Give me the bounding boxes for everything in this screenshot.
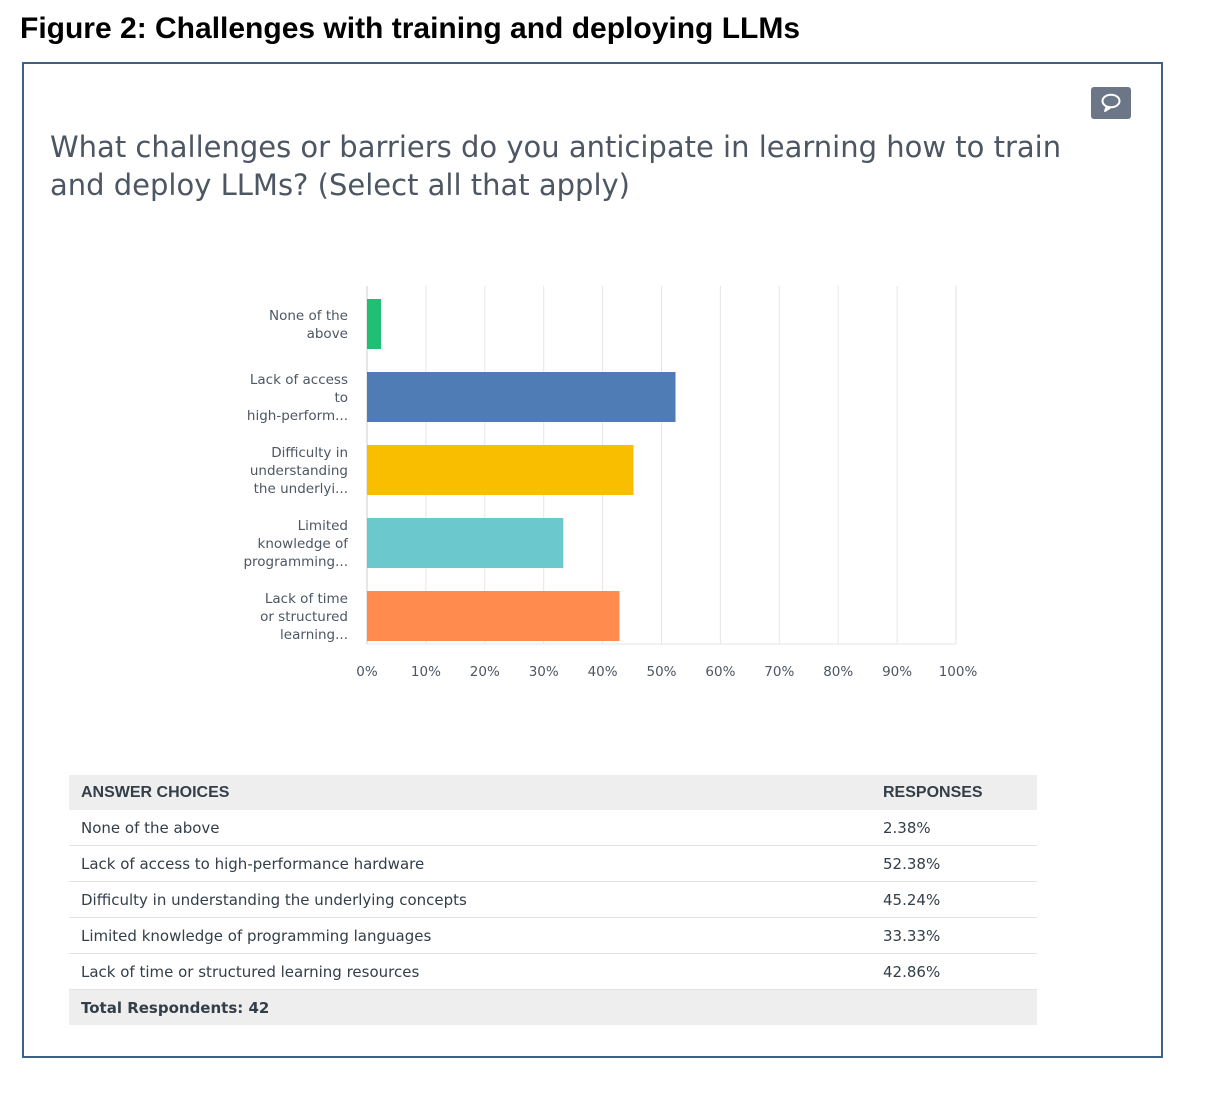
bar xyxy=(367,372,676,422)
x-tick-label: 80% xyxy=(823,664,853,680)
answer-choice: Limited knowledge of programming languag… xyxy=(69,917,871,954)
category-label: None of the above xyxy=(269,308,348,342)
x-tick-label: 100% xyxy=(939,664,978,680)
x-tick-label: 60% xyxy=(705,664,735,680)
x-tick-label: 70% xyxy=(764,664,794,680)
response-value: 45.24% xyxy=(871,881,1037,918)
x-tick-label: 40% xyxy=(588,664,618,680)
responses-table: ANSWER CHOICES RESPONSES None of the abo… xyxy=(69,775,1037,1025)
header-responses: RESPONSES xyxy=(871,775,1037,810)
total-empty-cell xyxy=(871,989,1037,1025)
header-answer-choices: ANSWER CHOICES xyxy=(69,775,871,810)
bar-chart: None of the above Lack of access to high-per… xyxy=(243,286,978,680)
bar xyxy=(367,445,634,495)
category-label: Lack of access to high-perform... xyxy=(247,372,348,424)
category-label: Difficulty in understanding the underlyi..… xyxy=(250,445,348,497)
bar xyxy=(367,591,620,641)
survey-panel: What challenges or barriers do you antic… xyxy=(22,62,1163,1058)
answer-choice: Lack of time or structured learning reso… xyxy=(69,953,871,990)
response-value: 42.86% xyxy=(871,953,1037,990)
x-tick-label: 20% xyxy=(470,664,500,680)
bar xyxy=(367,299,382,349)
response-value: 52.38% xyxy=(871,845,1037,882)
bar xyxy=(367,518,564,568)
table-row: Lack of access to high-performance hardw… xyxy=(69,845,1037,882)
answer-choice: Lack of access to high-performance hardw… xyxy=(69,845,871,882)
response-value: 33.33% xyxy=(871,917,1037,954)
figure-title: Figure 2: Challenges with training and d… xyxy=(20,12,801,45)
category-label: Limited knowledge of programming... xyxy=(243,518,349,570)
x-tick-label: 30% xyxy=(529,664,559,680)
x-tick-label: 10% xyxy=(411,664,441,680)
table-header-row: ANSWER CHOICES RESPONSES xyxy=(69,775,1037,810)
total-row: Total Respondents: 42 xyxy=(69,989,1037,1025)
answer-choice: Difficulty in understanding the underlyi… xyxy=(69,881,871,918)
table-row: Difficulty in understanding the underlyi… xyxy=(69,881,1037,918)
table-row: Limited knowledge of programming languag… xyxy=(69,917,1037,954)
category-label: Lack of time or structured learning... xyxy=(260,591,348,643)
answer-choice: None of the above xyxy=(69,810,871,846)
x-tick-label: 90% xyxy=(882,664,912,680)
x-tick-label: 50% xyxy=(646,664,676,680)
comment-button[interactable] xyxy=(1091,87,1131,119)
total-respondents: Total Respondents: 42 xyxy=(69,989,871,1025)
table-row: Lack of time or structured learning reso… xyxy=(69,953,1037,990)
question-text: What challenges or barriers do you antic… xyxy=(50,130,1062,202)
speech-bubble-icon xyxy=(1101,93,1121,112)
table-row: None of the above 2.38% xyxy=(69,810,1037,846)
response-value: 2.38% xyxy=(871,810,1037,846)
x-tick-label: 0% xyxy=(356,664,378,680)
